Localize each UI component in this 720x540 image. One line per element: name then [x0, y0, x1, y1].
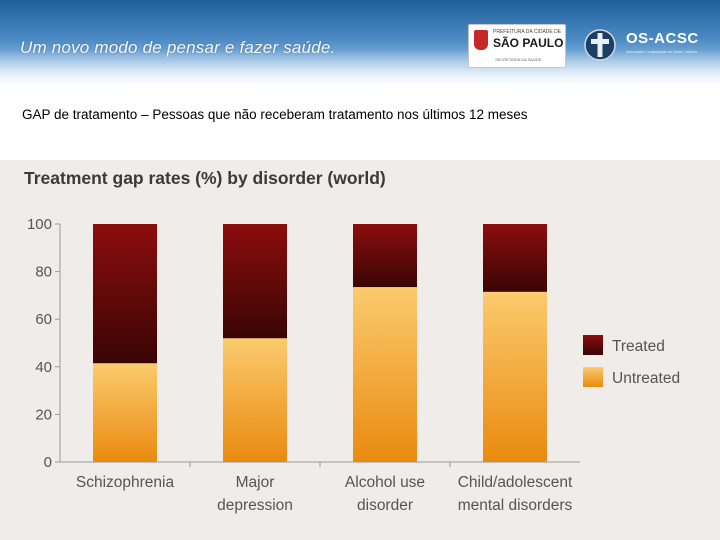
legend-swatch-treated	[583, 335, 603, 355]
slide-subtitle: GAP de tratamento – Pessoas que não rece…	[22, 107, 528, 122]
logo-os-subtitle: Associação Congregação de Santa Catarina	[626, 50, 697, 54]
bar-treated	[93, 224, 157, 364]
logo-os-name: OS-ACSC	[626, 30, 699, 47]
legend-swatch-untreated	[583, 367, 603, 387]
bar-untreated	[93, 363, 157, 462]
logo-sp-line3: SECRETARIA DA SAÚDE	[495, 57, 542, 62]
bar-treated	[483, 224, 547, 292]
bar-untreated	[223, 338, 287, 462]
y-tick-label: 80	[35, 264, 52, 281]
os-acsc-emblem-icon	[584, 29, 616, 61]
sao-paulo-logo: PREFEITURA DA CIDADE DE SÃO PAULO SECRET…	[468, 24, 566, 68]
x-category-label: Schizophrenia	[76, 474, 175, 491]
legend-label-treated: Treated	[612, 338, 665, 355]
bar-untreated	[353, 287, 417, 462]
x-category-label: Major	[236, 474, 275, 491]
y-tick-label: 100	[27, 216, 52, 233]
y-tick-label: 0	[44, 454, 52, 471]
y-tick-label: 20	[35, 406, 52, 423]
y-tick-label: 60	[35, 311, 52, 328]
legend-label-untreated: Untreated	[612, 370, 680, 387]
x-category-label: Child/adolescent	[458, 474, 573, 491]
y-tick-label: 40	[35, 359, 52, 376]
x-category-label: disorder	[357, 497, 413, 514]
x-category-label: depression	[217, 497, 293, 514]
city-emblem-icon	[474, 30, 488, 50]
chart-title: Treatment gap rates (%) by disorder (wor…	[24, 168, 386, 188]
logo-sp-name: SÃO PAULO	[493, 36, 564, 50]
bar-treated	[223, 224, 287, 339]
header-tagline: Um novo modo de pensar e fazer saúde.	[20, 38, 336, 57]
bar-untreated	[483, 291, 547, 462]
x-category-label: mental disorders	[458, 497, 573, 514]
bar-treated	[353, 224, 417, 288]
logo-sp-line1: PREFEITURA DA CIDADE DE	[493, 29, 562, 35]
x-category-label: Alcohol use	[345, 474, 425, 491]
